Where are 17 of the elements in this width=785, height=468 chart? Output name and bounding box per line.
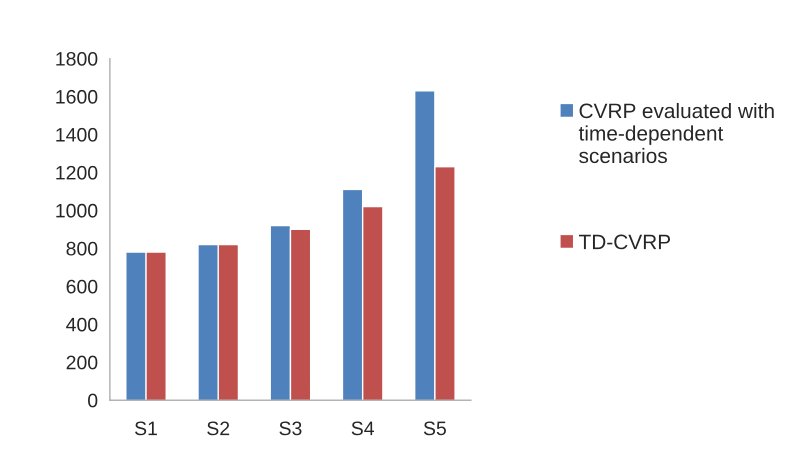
x-tick-label: S5	[424, 421, 446, 436]
y-tick-label: 1800	[56, 52, 98, 66]
y-tick-label: 800	[66, 242, 98, 256]
x-tick-label: S3	[279, 421, 302, 436]
y-tick-label: 200	[66, 356, 98, 370]
legend-label: CVRP evaluated with time-dependent scenarios	[578, 102, 774, 164]
y-tick-label: 1400	[56, 128, 98, 142]
y-tick-label: 400	[66, 318, 98, 332]
y-tick-label: 1000	[56, 204, 98, 218]
y-tick-label: 0	[88, 394, 98, 408]
x-tick-label: S4	[352, 421, 374, 436]
x-tick-label: S1	[135, 421, 157, 436]
y-tick-label: 600	[66, 280, 98, 294]
y-tick-label: 1200	[56, 166, 98, 180]
x-tick-label: S2	[207, 421, 230, 436]
y-tick-label: 1600	[56, 90, 98, 104]
legend-label: TD-CVRP	[579, 234, 670, 250]
